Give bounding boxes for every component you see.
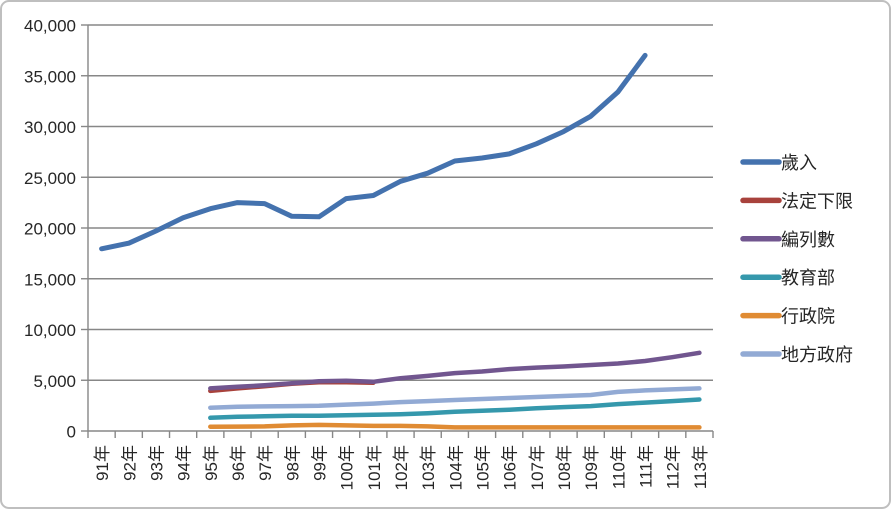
legend-label-3: 教育部 xyxy=(781,268,835,288)
x-axis-label: 107年 xyxy=(528,445,547,490)
y-axis-label: 0 xyxy=(67,423,76,442)
y-axis-label: 30,000 xyxy=(24,118,76,137)
y-axis-label: 5,000 xyxy=(33,372,76,391)
x-axis-label: 113年 xyxy=(691,445,710,489)
x-axis-label: 91年 xyxy=(93,445,112,481)
legend-item-2: 編列數 xyxy=(740,230,835,250)
y-axis-label: 40,000 xyxy=(24,17,76,36)
x-axis-label: 105年 xyxy=(474,445,493,490)
x-axis-label: 96年 xyxy=(229,445,248,481)
x-axis-label: 100年 xyxy=(338,445,357,490)
x-axis-label: 102年 xyxy=(392,445,411,490)
x-axis-label: 101年 xyxy=(365,445,384,490)
series-line-4 xyxy=(208,422,702,430)
x-axis-label: 108年 xyxy=(555,445,574,490)
x-axis-label: 93年 xyxy=(147,445,166,481)
x-axis-label: 95年 xyxy=(202,445,221,481)
x-axis-label: 92年 xyxy=(120,445,139,481)
legend-item-5: 地方政府 xyxy=(740,345,853,365)
legend-label-4: 行政院 xyxy=(781,307,835,327)
y-axis-label: 15,000 xyxy=(24,270,76,289)
x-axis-label: 103年 xyxy=(419,445,438,490)
series-line-0 xyxy=(99,52,648,252)
x-axis-label: 104年 xyxy=(446,445,465,490)
legend-label-1: 法定下限 xyxy=(781,191,853,211)
x-axis-label: 111年 xyxy=(637,445,656,488)
y-axis-label: 10,000 xyxy=(24,321,76,340)
x-axis-label: 99年 xyxy=(310,445,329,481)
x-axis-label: 97年 xyxy=(256,445,275,481)
x-axis-label: 94年 xyxy=(175,445,194,481)
series-line-2 xyxy=(208,350,702,391)
legend-label-2: 編列數 xyxy=(781,230,835,250)
legend-label-5: 地方政府 xyxy=(781,345,853,365)
x-axis-label: 112年 xyxy=(664,445,683,489)
legend-label-0: 歲入 xyxy=(781,153,817,173)
legend-item-1: 法定下限 xyxy=(740,191,853,211)
series-line-3 xyxy=(208,397,702,421)
y-axis-label: 25,000 xyxy=(24,169,76,188)
y-axis-label: 20,000 xyxy=(24,220,76,239)
x-axis-label: 106年 xyxy=(501,445,520,490)
x-axis-label: 109年 xyxy=(582,445,601,490)
legend-item-3: 教育部 xyxy=(740,268,835,288)
series-line-5 xyxy=(208,386,702,410)
y-axis-label: 35,000 xyxy=(24,67,76,86)
x-axis-label: 110年 xyxy=(609,445,628,489)
legend-item-0: 歲入 xyxy=(740,153,817,173)
legend-item-4: 行政院 xyxy=(740,307,835,327)
x-axis-label: 98年 xyxy=(283,445,302,481)
